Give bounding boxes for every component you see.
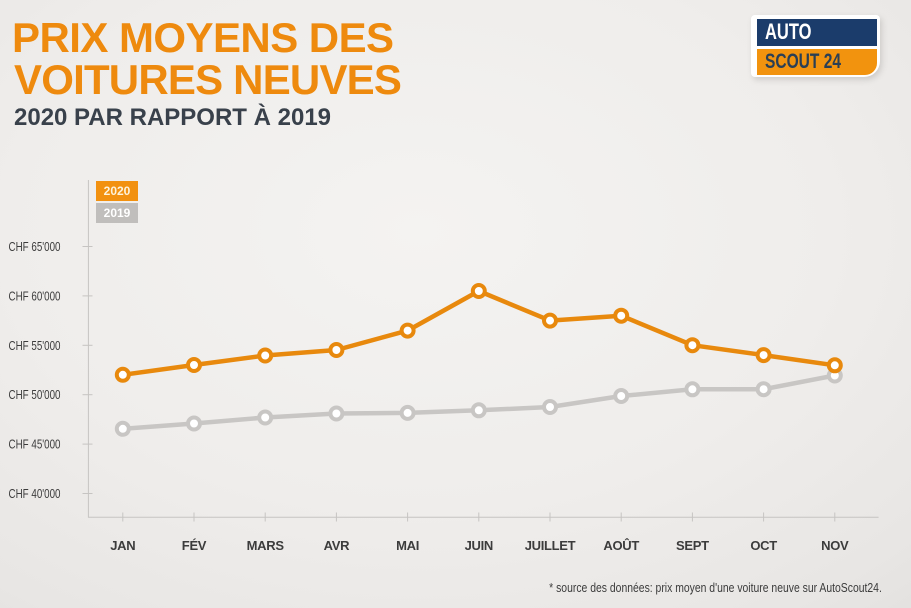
svg-text:AOÛT: AOÛT — [603, 538, 639, 553]
svg-text:SEPT: SEPT — [676, 538, 709, 553]
svg-text:MAI: MAI — [396, 538, 419, 553]
svg-text:JUIN: JUIN — [465, 538, 493, 553]
svg-text:JAN: JAN — [110, 538, 135, 553]
svg-text:JUILLET: JUILLET — [525, 538, 576, 553]
svg-text:CHF 40'000: CHF 40'000 — [9, 486, 61, 501]
svg-text:CHF 50'000: CHF 50'000 — [9, 387, 61, 402]
svg-text:CHF 55'000: CHF 55'000 — [9, 338, 61, 353]
svg-text:CHF 65'000: CHF 65'000 — [9, 239, 61, 254]
svg-text:OCT: OCT — [750, 538, 777, 553]
svg-text:MARS: MARS — [247, 538, 285, 553]
svg-text:CHF 45'000: CHF 45'000 — [9, 437, 61, 452]
svg-text:CHF 60'000: CHF 60'000 — [9, 288, 61, 303]
svg-text:FÉV: FÉV — [182, 538, 207, 553]
svg-text:AVR: AVR — [324, 538, 350, 553]
svg-text:NOV: NOV — [821, 538, 849, 553]
